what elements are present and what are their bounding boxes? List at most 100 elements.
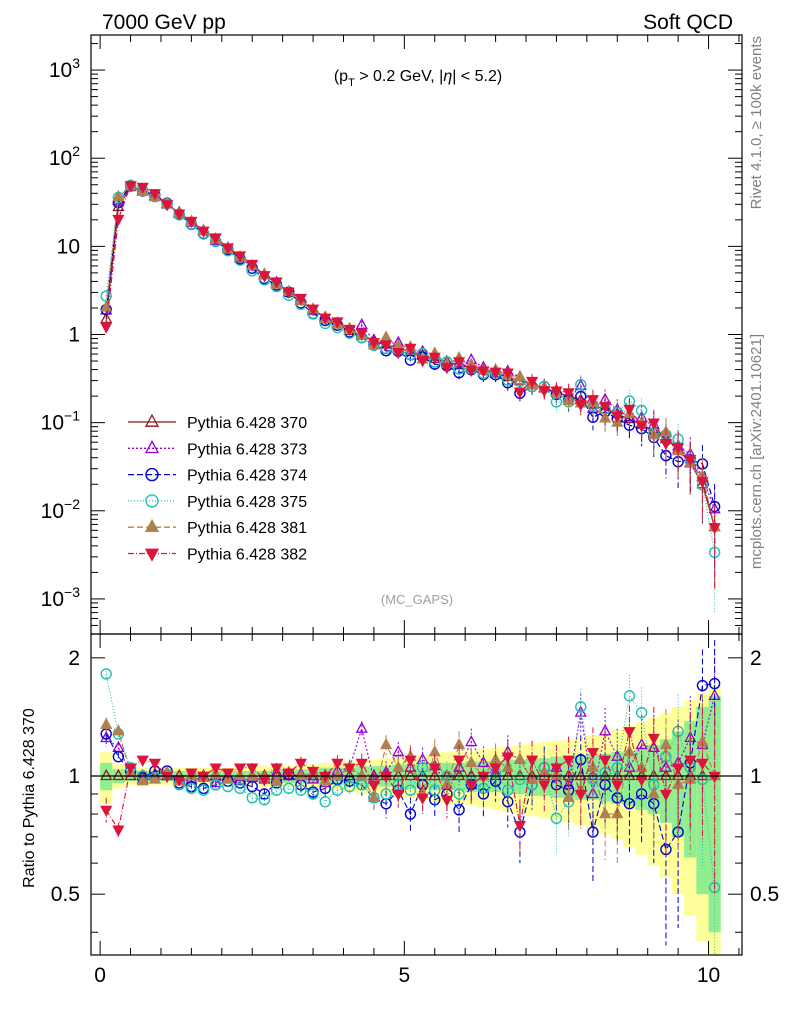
- ratio-data-point: [562, 755, 575, 767]
- ratio-data-point: [306, 772, 320, 784]
- header-right: Soft QCD: [643, 11, 733, 34]
- main-data-point: [623, 404, 636, 417]
- main-data-point: [708, 523, 721, 535]
- main-data-point: [672, 443, 685, 455]
- main-data-point: [392, 348, 405, 360]
- y-tick-label: 103: [49, 55, 80, 82]
- main-data-point: [160, 200, 174, 212]
- main-data-point: [355, 317, 368, 330]
- ratio-data-point: [100, 805, 113, 817]
- ratio-data-point: [136, 774, 149, 786]
- ratio-data-point: [246, 763, 259, 775]
- legend-label: Pythia 6.428 375: [187, 494, 307, 511]
- ratio-data-point: [246, 792, 258, 804]
- ratio-data-point: [295, 784, 307, 796]
- main-data-point: [258, 271, 271, 283]
- ratio-data-point: [550, 763, 563, 775]
- main-data-point: [355, 328, 368, 340]
- ratio-data-point: [599, 806, 612, 819]
- main-data-point: [575, 378, 587, 391]
- ratio-data-point: [270, 774, 283, 786]
- ratio-data-point: [148, 758, 161, 771]
- ratio-data-point: [452, 755, 466, 767]
- main-data-point: [526, 376, 539, 389]
- rivet-label: Rivet 4.1.0, ≥ 100k events: [748, 36, 765, 209]
- ratio-data-point: [465, 755, 478, 768]
- y-tick-label: 102: [49, 143, 80, 170]
- ratio-data-point: [708, 771, 721, 784]
- ratio-data-point: [465, 780, 478, 792]
- legend-entry: Pythia 6.428 374: [128, 468, 307, 485]
- main-data-point: [611, 411, 624, 424]
- main-data-point: [379, 330, 393, 342]
- y-tick-label: 10−3: [41, 584, 81, 611]
- main-data-point: [367, 338, 381, 350]
- ratio-data-point: [258, 794, 271, 806]
- main-data-point: [173, 209, 186, 221]
- ratio-data-point: [294, 758, 307, 771]
- ratio-data-point: [404, 755, 417, 767]
- ratio-data-point: [562, 790, 575, 802]
- ratio-data-point: [343, 763, 356, 775]
- legend-marker: [144, 440, 160, 454]
- ratio-data-point: [331, 784, 344, 796]
- ratio-data-point: [148, 772, 161, 784]
- y-tick-label: 10−2: [41, 496, 81, 523]
- ratio-data-point: [160, 771, 174, 784]
- legend-label: Pythia 6.428 381: [187, 520, 307, 537]
- legend-label: Pythia 6.428 374: [187, 468, 307, 485]
- main-data-point: [562, 388, 575, 400]
- ratio-data-point: [112, 750, 125, 763]
- main-series-2: [100, 179, 721, 571]
- ratio-data-point: [502, 784, 514, 796]
- legend-entry: Pythia 6.428 381: [128, 518, 307, 537]
- ratio-data-point: [258, 788, 271, 800]
- ratio-data-point: [319, 796, 331, 808]
- main-data-point: [197, 226, 210, 238]
- main-data-point: [270, 277, 283, 289]
- legend-entry: Pythia 6.428 375: [128, 494, 307, 511]
- ratio-data-point: [112, 825, 125, 837]
- ratio-data-point: [623, 798, 636, 810]
- main-data-point: [209, 233, 222, 245]
- ratio-data-point: [124, 763, 137, 775]
- ratio-data-point: [112, 724, 125, 736]
- ratio-data-point: [659, 789, 673, 802]
- ratio-data-point: [513, 752, 527, 764]
- main-data-point: [136, 182, 149, 194]
- ratio-data-point: [233, 768, 247, 781]
- ratio-data-point: [100, 730, 113, 743]
- x-tick-label: 0: [94, 964, 106, 987]
- main-data-point: [148, 189, 161, 201]
- ratio-data-point: [635, 706, 648, 719]
- main-frame: [90, 34, 743, 635]
- legend-marker: [145, 467, 159, 482]
- legend-label: Pythia 6.428 373: [187, 441, 307, 458]
- ratio-y-tick-label-right: 0.5: [750, 883, 779, 906]
- ratio-data-point: [233, 763, 247, 775]
- x-tick-label: 5: [398, 964, 410, 987]
- ratio-data-point: [283, 782, 295, 795]
- ratio-y-tick-label: 2: [68, 647, 80, 670]
- ratio-data-point: [380, 788, 392, 800]
- legend-entry: Pythia 6.428 370: [128, 413, 307, 432]
- ratio-data-point: [587, 826, 599, 838]
- main-data-point: [452, 357, 466, 369]
- ratio-data-point: [465, 734, 478, 747]
- ratio-data-point: [599, 755, 612, 767]
- ratio-data-point: [526, 755, 539, 767]
- ratio-y-tick-label: 0.5: [51, 883, 80, 906]
- ratio-panel-data: [100, 640, 721, 955]
- cut-annotation: (pT > 0.2 GeV, |η| < 5.2): [334, 68, 502, 89]
- ratio-data-point: [282, 768, 295, 780]
- ratio-ylabel: Ratio to Pythia 6.428 370: [21, 708, 38, 888]
- ratio-data-point: [246, 780, 258, 793]
- ratio-data-point: [501, 752, 514, 764]
- main-data-point: [112, 189, 125, 202]
- main-data-point: [233, 251, 247, 263]
- main-data-point: [100, 322, 113, 334]
- ratio-data-point: [307, 788, 319, 800]
- axes: 0 5 10 10−3 10−2 10−1 1 10 102 103 0.5 0.5 1 1 2 2: [41, 34, 779, 987]
- ratio-data-point: [538, 780, 551, 792]
